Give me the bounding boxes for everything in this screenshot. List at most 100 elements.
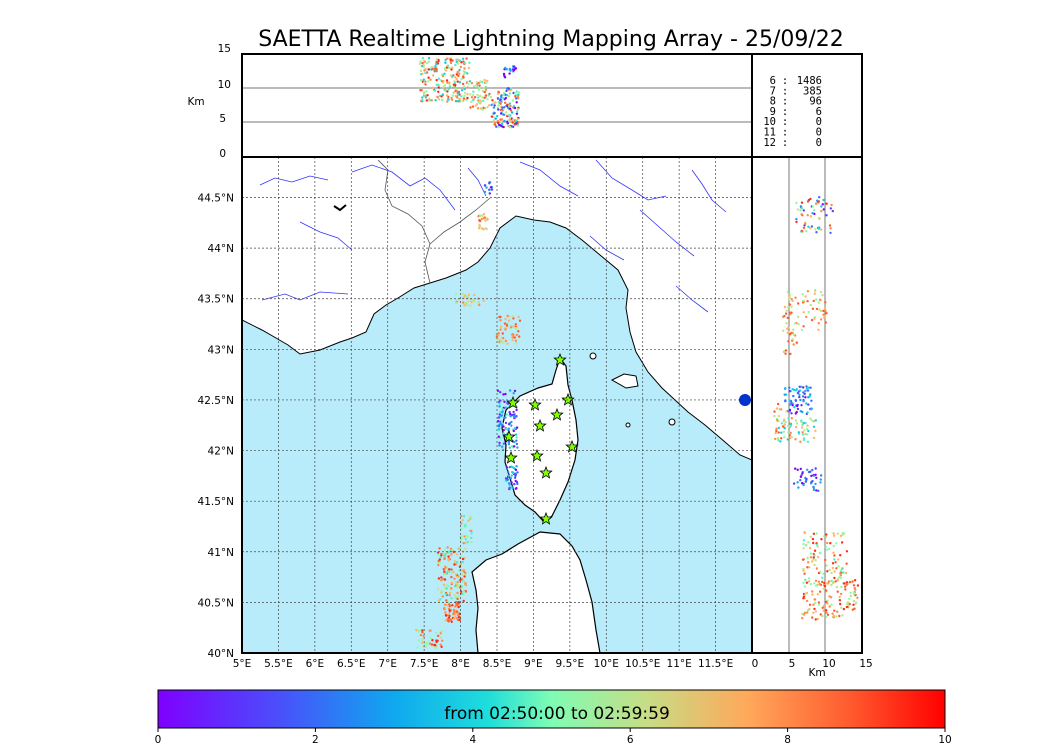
lightning-source [450,571,453,575]
lightning-source [427,76,430,79]
latitude-altitude-panel [739,156,863,654]
lightning-source [435,60,438,64]
border-france-italy [377,159,431,284]
lightning-source [504,328,507,331]
lightning-source [443,84,447,87]
lightning-source [798,389,802,392]
lightning-source [811,616,814,619]
lightning-source [456,597,459,601]
lightning-source [782,329,785,332]
lightning-source [454,573,458,576]
lightning-source [437,59,440,63]
lightning-source [451,66,454,69]
lightning-source [499,102,502,105]
lightning-source [512,325,516,328]
lightning-source [446,100,449,103]
lat-label: 40.5°N [198,597,234,609]
lightning-source [459,563,462,567]
lightning-source [443,72,446,76]
lightning-source [422,91,426,95]
lightning-source [814,559,817,562]
lightning-source [831,209,834,213]
lightning-source [454,615,457,618]
lightning-source [443,565,447,568]
lightning-source [815,489,818,492]
lightning-source [796,208,799,211]
lightning-source [496,121,500,125]
lightning-source [489,186,493,189]
lightning-source [840,568,844,571]
lightning-source [509,88,513,92]
lightning-source [812,603,815,606]
lightning-source [449,61,453,65]
lightning-source [851,580,854,583]
lightning-source [490,188,494,191]
lightning-source [470,96,474,99]
lightning-source [425,643,429,646]
lightning-source [431,86,434,90]
lightning-source [807,580,811,583]
lightning-source [464,582,467,585]
lightning-source [804,592,807,596]
lightning-source [484,88,488,92]
lightning-source [448,81,451,84]
lightning-source [465,303,468,307]
lightning-source [442,572,446,576]
lightning-source [460,527,463,530]
lightning-source [439,632,442,635]
lightning-source [819,290,823,294]
lightning-source [777,439,780,442]
lightning-source [424,71,427,75]
lightning-source [501,106,504,109]
lightning-source [822,572,825,575]
lightning-source [478,227,481,230]
lightning-source [513,427,517,430]
lightning-source [792,343,795,346]
lightning-source [833,558,836,561]
lightning-source [434,646,437,650]
lightning-source [821,580,824,584]
side-tick-15: 15 [859,658,872,670]
lightning-source [421,56,425,60]
lightning-source [437,83,440,87]
lightning-source [479,80,482,83]
lightning-source [508,125,511,129]
lightning-source [802,421,805,425]
lightning-source [811,307,815,310]
lightning-source [451,59,454,62]
lightning-source [818,196,821,199]
lightning-source [496,119,499,123]
lightning-source [441,93,444,96]
lightning-source [502,93,505,97]
station-count-value: 1486 [797,75,822,87]
lightning-source [792,328,795,331]
lightning-source [455,301,458,305]
lightning-source [450,553,453,557]
lightning-source [486,79,489,83]
lightning-source [852,599,856,603]
lightning-source [430,99,433,102]
lightning-source [508,483,511,486]
lightning-source [815,307,819,311]
colorbar-tick: 0 [155,734,162,746]
lightning-source [448,594,451,597]
lightning-source [463,94,466,98]
lightning-source [812,611,815,614]
lightning-source [448,66,451,70]
lightning-source [810,399,813,402]
lightning-source [440,552,443,556]
lightning-source [784,420,787,424]
lon-label: 9.5°E [556,658,585,670]
lightning-source [824,535,827,539]
lightning-source [485,81,488,84]
lightning-source [514,433,518,436]
lightning-source [782,430,785,433]
latitude-labels: 44.5°N 44°N 43.5°N 43°N 42.5°N 42°N 41.5°N 41°N… [198,192,234,660]
lightning-source [512,471,515,475]
lightning-source [789,312,792,316]
lightning-source [515,408,518,412]
lightning-source [418,62,422,65]
lon-label: 11°E [667,658,692,670]
lightning-source [814,467,817,470]
